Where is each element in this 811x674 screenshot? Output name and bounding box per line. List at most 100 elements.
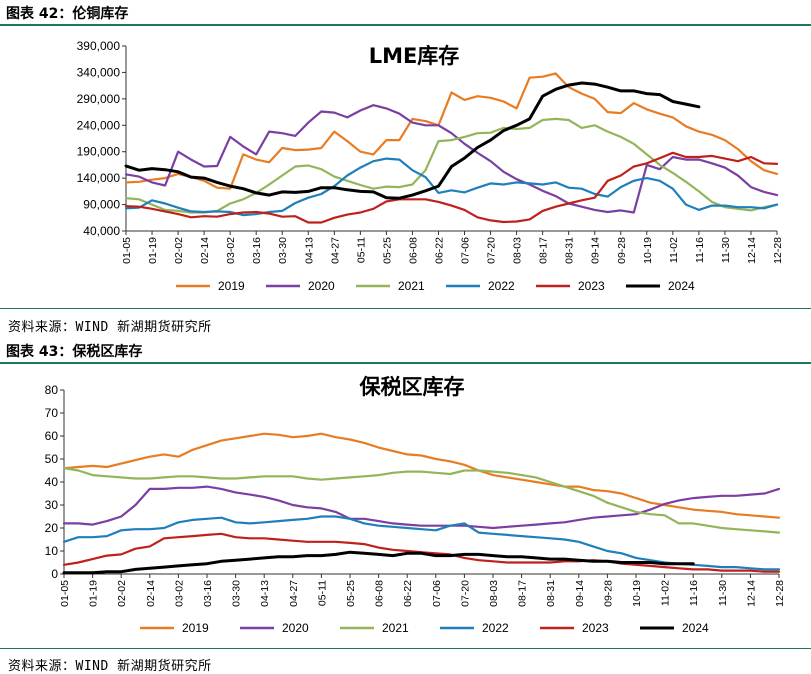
lme-x-tick-label: 06-08 <box>407 237 419 264</box>
bonded-y-tick-label: 60 <box>45 429 59 443</box>
lme-x-tick-label: 08-03 <box>512 237 524 264</box>
bonded-x-tick-label: 09-14 <box>574 580 586 607</box>
bonded-legend-label-2024: 2024 <box>682 621 709 635</box>
bonded-x-tick-label: 11-30 <box>717 580 729 606</box>
lme-series-line-2023 <box>124 151 779 224</box>
bonded-x-tick-label: 12-14 <box>745 580 757 607</box>
lme-x-tick-label: 02-14 <box>199 237 211 264</box>
bonded-x-tick-label: 03-02 <box>173 580 185 607</box>
lme-x-tick-label: 11-16 <box>694 237 706 263</box>
lme-x-tick-label: 12-28 <box>772 237 784 264</box>
bonded-series-line-2021 <box>62 467 781 534</box>
bonded-x-tick-label: 07-06 <box>431 580 443 607</box>
bonded-series-line-2020 <box>62 485 781 530</box>
source-note: 资料来源：WIND 新湖期货研究所 <box>8 320 212 335</box>
figure-title-lme: 图表 42：伦铜库存 <box>6 6 129 22</box>
lme-legend-label-2024: 2024 <box>668 279 695 293</box>
lme-x-tick-label: 05-11 <box>355 237 367 263</box>
bonded-series-line-2019 <box>62 432 781 519</box>
lme-x-tick-label: 09-28 <box>616 237 628 264</box>
lme-x-tick-label: 10-19 <box>642 237 654 264</box>
lme-x-tick-label: 04-27 <box>329 237 341 264</box>
lme-x-tick-label: 07-20 <box>486 237 498 264</box>
bonded-x-tick-label: 07-20 <box>459 580 471 607</box>
title-divider-top <box>0 24 811 26</box>
bonded-x-tick-label: 03-16 <box>202 580 214 607</box>
source-divider-2 <box>0 648 811 649</box>
bonded-y-tick-label: 80 <box>45 383 59 397</box>
lme-x-tick-label: 07-06 <box>460 237 472 264</box>
bonded-y-tick-label: 70 <box>45 406 59 420</box>
bonded-chart-root: 保税区库存 0 10 20 30 40 50 60 70 80 01-05 01-19 02-02 02-… <box>45 375 786 635</box>
bonded-x-tick-label: 02-02 <box>116 580 128 607</box>
lme-x-tick-label: 01-19 <box>147 237 159 264</box>
bonded-x-tick-label: 06-08 <box>374 580 386 607</box>
bonded-x-tick-label: 11-02 <box>660 580 672 606</box>
lme-legend-label-2021: 2021 <box>398 279 425 293</box>
lme-x-tick-label: 11-02 <box>668 237 680 263</box>
lme-chart-title: LME库存 <box>369 44 460 68</box>
bonded-legend-label-2023: 2023 <box>582 621 609 635</box>
lme-legend-label-2019: 2019 <box>218 279 245 293</box>
bonded-x-tick-label: 12-28 <box>774 580 786 607</box>
bonded-y-tick-label: 10 <box>45 544 59 558</box>
bonded-series-line-2024 <box>62 550 695 575</box>
lme-y-tick-label: 140,000 <box>77 171 121 185</box>
lme-x-tick-label: 01-05 <box>121 237 133 264</box>
lme-y-tick-label: 340,000 <box>77 65 121 79</box>
bonded-legend-label-2021: 2021 <box>382 621 409 635</box>
bonded-y-tick-label: 50 <box>45 452 59 466</box>
lme-y-tick-label: 390,000 <box>77 39 121 53</box>
lme-series-line-2021 <box>124 117 779 214</box>
lme-series-line-2020 <box>124 104 779 214</box>
bonded-y-tick-label: 0 <box>51 567 58 581</box>
bonded-inventory-chart: 保税区库存 0 10 20 30 40 50 60 70 80 01-05 01-19 02-02 02-… <box>45 375 786 635</box>
bonded-x-tick-label: 09-28 <box>602 580 614 607</box>
lme-y-tick-label: 40,000 <box>83 224 120 238</box>
bonded-x-tick-label: 01-19 <box>88 580 100 607</box>
lme-inventory-chart: LME库存 40,000 90,000 140,000 190,000 240,000 29… <box>77 39 784 293</box>
bonded-x-tick-label: 11-16 <box>688 580 700 606</box>
bonded-x-tick-label: 05-25 <box>345 580 357 607</box>
bonded-legend-label-2020: 2020 <box>282 621 309 635</box>
lme-x-tick-label: 11-30 <box>720 237 732 263</box>
bonded-x-tick-label: 04-13 <box>259 580 271 607</box>
bonded-y-tick-label: 40 <box>45 475 59 489</box>
bonded-x-tick-label: 01-05 <box>59 580 71 607</box>
bonded-y-tick-label: 30 <box>45 498 59 512</box>
bonded-x-tick-label: 05-11 <box>316 580 328 606</box>
figure-title-bonded: 图表 43：保税区库存 <box>6 344 143 360</box>
bonded-x-tick-label: 10-19 <box>631 580 643 607</box>
bonded-legend-label-2022: 2022 <box>482 621 509 635</box>
bonded-x-tick-label: 03-30 <box>231 580 243 607</box>
lme-y-tick-label: 90,000 <box>83 198 120 212</box>
lme-x-tick-label: 12-14 <box>746 237 758 264</box>
bonded-x-tick-label: 02-14 <box>145 580 157 607</box>
lme-x-tick-label: 04-13 <box>303 237 315 264</box>
lme-x-tick-label: 08-31 <box>564 237 576 264</box>
lme-x-tick-label: 03-16 <box>251 237 263 264</box>
bonded-x-tick-label: 04-27 <box>288 580 300 607</box>
bonded-chart-title: 保税区库存 <box>359 375 465 399</box>
lme-legend-label-2022: 2022 <box>488 279 515 293</box>
lme-y-tick-label: 190,000 <box>77 145 121 159</box>
lme-x-tick-label: 03-02 <box>225 237 237 264</box>
title-divider-bottom <box>0 362 811 364</box>
source-divider <box>0 308 811 309</box>
lme-chart-root: LME库存 40,000 90,000 140,000 190,000 240,000 29… <box>77 39 784 293</box>
lme-legend-label-2020: 2020 <box>308 279 335 293</box>
lme-x-tick-label: 08-17 <box>538 237 550 264</box>
bonded-x-tick-label: 08-31 <box>545 580 557 607</box>
lme-series-line-2019 <box>124 72 779 190</box>
lme-y-tick-label: 240,000 <box>77 118 121 132</box>
bonded-series-line-2022 <box>62 515 781 571</box>
lme-x-tick-label: 05-25 <box>381 237 393 264</box>
bonded-x-tick-label: 08-03 <box>488 580 500 607</box>
lme-x-tick-label: 09-14 <box>590 237 602 264</box>
lme-x-tick-label: 06-22 <box>433 237 445 264</box>
source-note-2: 资料来源：WIND 新湖期货研究所 <box>8 659 212 674</box>
lme-y-tick-label: 290,000 <box>77 92 121 106</box>
bonded-y-tick-label: 20 <box>45 521 59 535</box>
lme-legend-label-2023: 2023 <box>578 279 605 293</box>
bonded-legend-label-2019: 2019 <box>182 621 209 635</box>
